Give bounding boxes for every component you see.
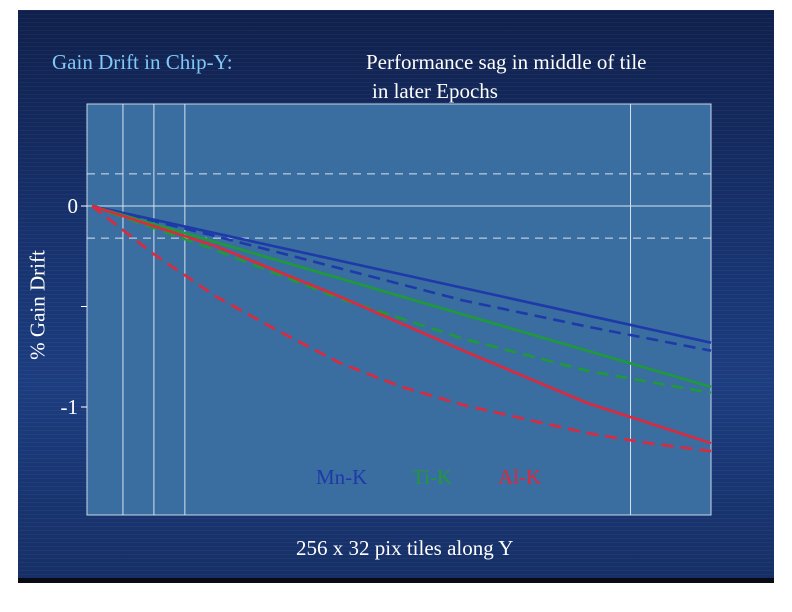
- series-line-al-k: [91, 204, 712, 445]
- data-series: [91, 204, 712, 453]
- y-tick-label: 0: [68, 194, 79, 218]
- legend-label-al-k: Al-K: [498, 465, 541, 489]
- legend-label-mn-k: Mn-K: [316, 465, 367, 489]
- y-tick-label: -1: [61, 395, 79, 419]
- y-axis-ticks: 0 -1: [61, 194, 87, 419]
- series-line-ti-k-later-epoch: [91, 204, 712, 395]
- y-axis-label: % Gain Drift: [25, 250, 50, 360]
- series-line-mn-k: [91, 204, 712, 344]
- series-line-mn-k-later-epoch: [91, 204, 712, 352]
- series-line-al-k-later-epoch: [91, 204, 712, 453]
- legend: Mn-K Ti-K Al-K: [316, 465, 541, 489]
- x-axis-label: 256 x 32 pix tiles along Y: [296, 536, 514, 560]
- chart-title: Gain Drift in Chip-Y:: [52, 50, 233, 74]
- chart-subtitle-line-2: in later Epochs: [372, 79, 498, 103]
- series-line-ti-k: [91, 204, 712, 389]
- slide-bottom-bar: [18, 578, 774, 583]
- legend-label-ti-k: Ti-K: [412, 465, 452, 489]
- plot-area: [86, 103, 712, 516]
- chart-subtitle-line-1: Performance sag in middle of tile: [366, 50, 647, 74]
